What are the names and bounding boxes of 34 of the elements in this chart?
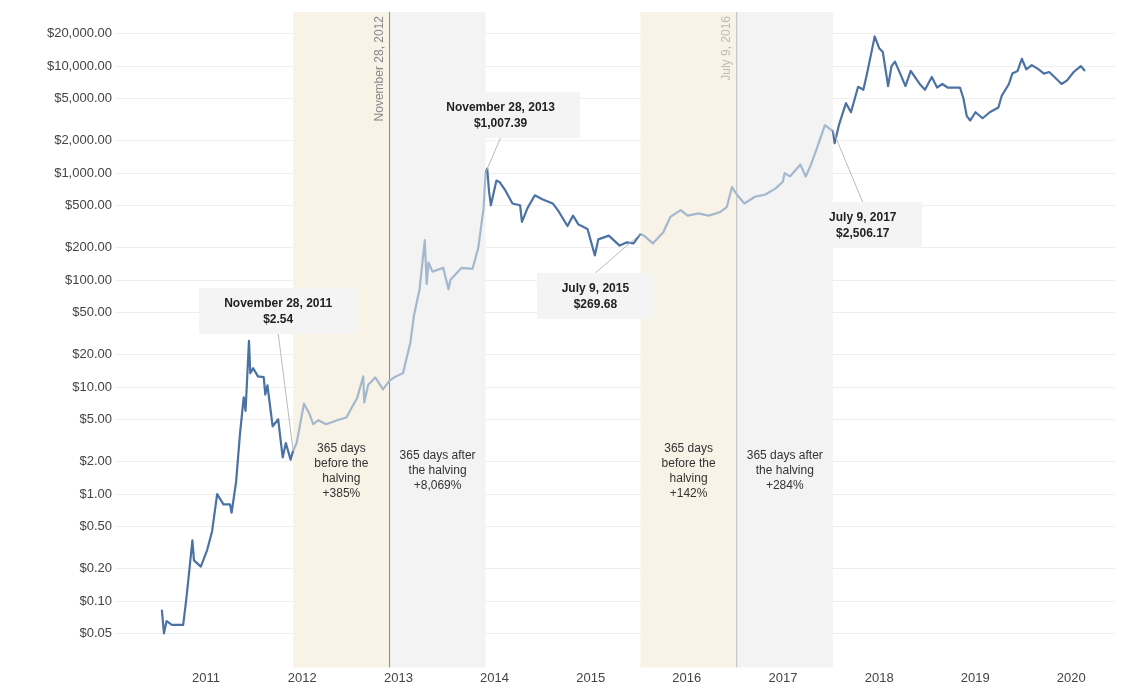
band-label: 365 days before the halving +142%	[661, 440, 716, 500]
x-tick-label: 2013	[384, 669, 413, 685]
y-tick-label: $5.00	[79, 410, 112, 426]
band-label: 365 days after the halving +8,069%	[399, 448, 476, 493]
y-tick-label: $100.00	[65, 271, 112, 287]
y-tick-label: $1.00	[79, 485, 112, 501]
x-tick-label: 2017	[768, 669, 798, 685]
band-label: 365 days after the halving +284%	[746, 448, 823, 493]
ref-line-label: November 28, 2012	[371, 15, 386, 122]
y-tick-label: $5,000.00	[54, 89, 112, 105]
y-tick-label: $200.00	[65, 239, 112, 255]
y-tick-label: $20.00	[72, 346, 112, 362]
x-tick-label: 2011	[192, 669, 221, 685]
x-tick-label: 2014	[480, 669, 510, 685]
x-tick-label: 2012	[287, 669, 317, 685]
y-tick-label: $50.00	[72, 303, 112, 319]
x-tick-label: 2019	[960, 669, 990, 685]
y-tick-label: $2.00	[79, 453, 112, 469]
band-label: 365 days before the halving +385%	[314, 440, 369, 500]
y-tick-label: $0.50	[79, 517, 112, 533]
y-tick-label: $2,000.00	[54, 132, 112, 148]
x-tick-label: 2020	[1056, 669, 1086, 685]
y-tick-label: $20,000.00	[46, 25, 112, 41]
y-tick-label: $0.20	[79, 560, 112, 576]
x-tick-label: 2015	[576, 669, 606, 685]
x-tick-label: 2016	[672, 669, 702, 685]
x-tick-label: 2018	[864, 669, 894, 685]
ref-line-label: July 9, 2016	[719, 15, 734, 81]
y-tick-label: $10,000.00	[46, 57, 112, 73]
y-tick-label: $10.00	[72, 378, 112, 394]
y-tick-label: $0.10	[79, 592, 112, 608]
y-tick-label: $500.00	[65, 196, 112, 212]
y-tick-label: $1,000.00	[54, 164, 112, 180]
y-tick-label: $0.05	[79, 624, 112, 640]
